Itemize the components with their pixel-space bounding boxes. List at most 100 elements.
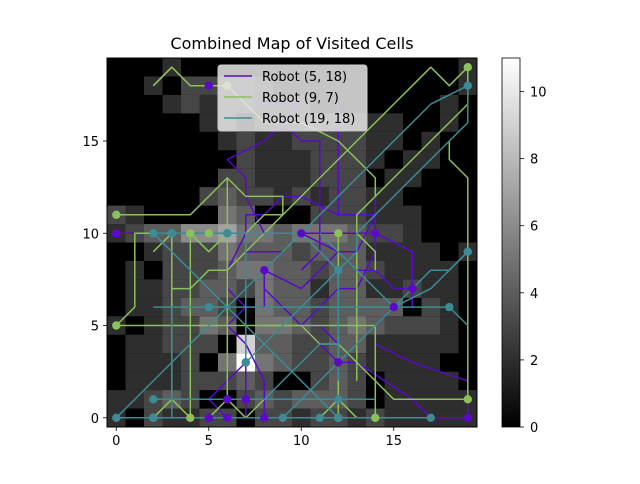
heatmap-cell (440, 334, 459, 354)
heatmap-cell (181, 94, 200, 114)
robot-3-marker (149, 229, 158, 238)
robot-1-marker (334, 358, 343, 367)
legend-label: Robot (9, 7) (262, 91, 339, 106)
heatmap-cell (440, 279, 459, 298)
robot-3-path (448, 306, 469, 327)
heatmap-cell (384, 316, 403, 335)
heatmap-cell (273, 131, 292, 151)
robot-3-path (300, 232, 339, 271)
heatmap-cell (144, 279, 163, 298)
robot-2-path (356, 232, 377, 271)
robot-3-marker (241, 358, 250, 367)
robot-1-path (300, 196, 377, 327)
legend: Robot (5, 18) Robot (9, 7) Robot (19, 18) (217, 64, 368, 132)
robot-3-marker (315, 413, 324, 422)
colorbar-tick-label: 2 (530, 354, 538, 369)
colorbar-tick-label: 6 (530, 220, 538, 235)
robot-2-path (171, 66, 469, 290)
robot-2-path (152, 66, 173, 87)
heatmap-cell (199, 113, 218, 132)
y-axis: 0 5 10 15 (82, 135, 107, 427)
robot-1-marker (204, 413, 213, 422)
heatmap-cell (273, 260, 292, 280)
heatmap-cell (125, 334, 144, 354)
heatmap-cell (255, 168, 274, 188)
heatmap-cell (144, 334, 163, 354)
legend-label: Robot (19, 18) (262, 112, 355, 127)
robot-1-marker (260, 413, 269, 422)
heatmap-cell (421, 242, 440, 261)
x-tick-label: 0 (112, 434, 120, 449)
heatmap-cell (403, 316, 422, 335)
heatmap-cell (273, 168, 292, 188)
heatmap-cell (421, 316, 440, 335)
heatmap-cell (218, 131, 237, 151)
robot-1-marker (204, 81, 213, 90)
robot-1-marker (408, 284, 417, 293)
robot-3-marker (167, 229, 176, 238)
heatmap-cell (384, 334, 403, 354)
x-tick-label: 10 (293, 434, 310, 449)
heatmap-cell (125, 371, 144, 391)
heatmap-cell (144, 297, 163, 317)
heatmap-cell (384, 205, 403, 225)
robot-3-path (263, 343, 339, 400)
heatmap-cell (347, 187, 366, 206)
heatmap-cell (384, 113, 403, 132)
heatmap-cell (292, 150, 311, 169)
robot-3-marker (334, 266, 343, 275)
y-tick-label: 10 (82, 227, 99, 242)
heatmap-cell (162, 94, 181, 114)
heatmap-cell (403, 224, 422, 243)
robot-3-marker (334, 413, 343, 422)
robot-3-marker (204, 302, 213, 312)
heatmap-cell (255, 353, 274, 372)
robot-2-marker (112, 210, 121, 219)
robot-3-marker (426, 413, 435, 422)
heatmap-cell (273, 150, 292, 169)
robot-1-marker (223, 413, 232, 422)
robot-1-marker (389, 302, 398, 312)
x-tick-label: 5 (205, 434, 213, 449)
heatmap-cell (384, 242, 403, 261)
heatmap-cell (236, 150, 255, 169)
robot-3-path (319, 232, 395, 308)
heatmap-cell (384, 353, 403, 372)
x-tick-label: 15 (385, 434, 402, 449)
robot-2-marker (112, 321, 121, 330)
robot-3-marker (149, 413, 158, 422)
heatmap-cell (310, 353, 329, 372)
heatmap-cell (199, 94, 218, 114)
robot-2-marker (371, 413, 380, 422)
robot-1-marker (371, 229, 380, 238)
heatmap-cell (292, 242, 311, 261)
heatmap-cell (403, 205, 422, 225)
robot-2-marker (463, 62, 472, 72)
robot-3-marker (463, 81, 472, 90)
heatmap-cell (107, 390, 126, 409)
robot-2-path (115, 177, 284, 327)
colorbar-tick-label: 8 (530, 153, 538, 168)
robot-3-marker (334, 395, 343, 404)
robot-3-marker (149, 395, 158, 404)
heatmap-cell (403, 371, 422, 391)
legend-label: Robot (5, 18) (262, 70, 347, 85)
robot-1-path (356, 269, 413, 290)
colorbar-gradient (501, 57, 521, 428)
robot-3-marker (445, 302, 454, 312)
legend-box (217, 64, 368, 132)
y-tick-label: 0 (91, 412, 99, 427)
heatmap-cell (292, 334, 311, 354)
robot-markers (112, 62, 472, 422)
plot-frame (106, 57, 478, 428)
heatmap-cell (199, 371, 218, 391)
heatmap-cell (236, 131, 255, 151)
heatmap-cell (384, 260, 403, 280)
robot-1-marker (241, 395, 250, 404)
colorbar-tick-label: 10 (530, 86, 547, 101)
heatmap-cell (440, 316, 459, 335)
robot-3-marker (463, 247, 472, 256)
robot-1-marker (112, 229, 121, 238)
heatmap-cell (421, 371, 440, 391)
